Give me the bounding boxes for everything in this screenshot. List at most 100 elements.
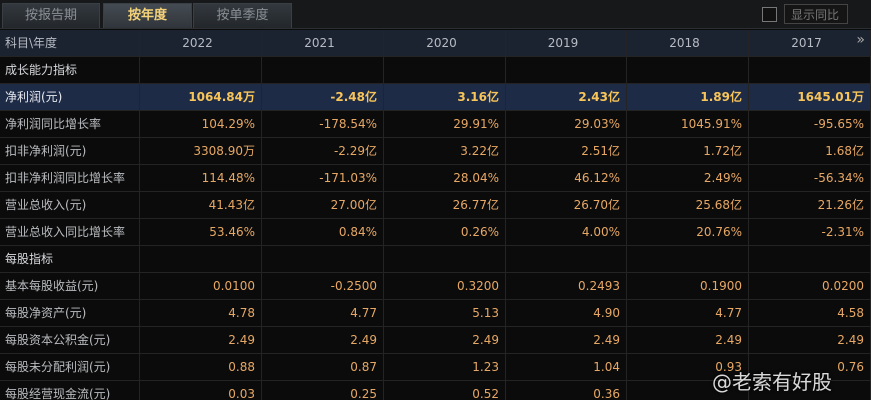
data-table: 科目\年度 2022 2021 2020 2019 2018 2017 成长能力指标 净利润(元… [0, 30, 871, 400]
row-label: 每股净资产(元) [0, 300, 140, 326]
column-header: 2017 [749, 30, 871, 56]
empty-cell [749, 246, 871, 272]
data-row: 每股经营现金流(元) 0.03 0.25 0.52 0.36 [0, 381, 871, 400]
value-cell: -2.48亿 [262, 84, 384, 110]
value-cell: -95.65% [749, 111, 871, 137]
row-label: 扣非净利润(元) [0, 138, 140, 164]
value-cell: 3.22亿 [384, 138, 506, 164]
value-cell: 0.0200 [749, 273, 871, 299]
section-row: 成长能力指标 [0, 57, 871, 84]
empty-cell [749, 57, 871, 83]
value-cell: 0.52 [384, 381, 506, 400]
value-cell: 26.70亿 [506, 192, 627, 218]
empty-cell [506, 246, 627, 272]
value-cell: 1.89亿 [627, 84, 749, 110]
value-cell: 1045.91% [627, 111, 749, 137]
section-row: 每股指标 [0, 246, 871, 273]
row-label: 营业总收入同比增长率 [0, 219, 140, 245]
value-cell: 4.58 [749, 300, 871, 326]
row-label: 基本每股收益(元) [0, 273, 140, 299]
value-cell: 4.77 [262, 300, 384, 326]
value-cell: -0.2500 [262, 273, 384, 299]
column-header: 科目\年度 [0, 30, 140, 56]
value-cell: 2.49 [749, 327, 871, 353]
value-cell: 1645.01万 [749, 84, 871, 110]
toggle-label[interactable]: 显示同比 [784, 4, 848, 24]
value-cell [627, 381, 749, 400]
value-cell: -2.31% [749, 219, 871, 245]
value-cell: -171.03% [262, 165, 384, 191]
column-header: 2020 [384, 30, 506, 56]
value-cell: 21.26亿 [749, 192, 871, 218]
empty-cell [627, 57, 749, 83]
empty-cell [262, 246, 384, 272]
value-cell: 1.72亿 [627, 138, 749, 164]
row-label: 净利润同比增长率 [0, 111, 140, 137]
value-cell: 0.26% [384, 219, 506, 245]
value-cell: 1064.84万 [140, 84, 262, 110]
value-cell: 29.91% [384, 111, 506, 137]
value-cell: 1.04 [506, 354, 627, 380]
empty-cell [140, 246, 262, 272]
value-cell: 2.49 [506, 327, 627, 353]
empty-cell [627, 246, 749, 272]
scroll-right-button[interactable]: » [856, 32, 865, 48]
checkbox[interactable] [762, 7, 777, 22]
value-cell: 3308.90万 [140, 138, 262, 164]
value-cell: 53.46% [140, 219, 262, 245]
data-row: 净利润(元) 1064.84万 -2.48亿 3.16亿 2.43亿 1.89亿 1645.… [0, 84, 871, 111]
value-cell: 0.84% [262, 219, 384, 245]
row-label: 每股经营现金流(元) [0, 381, 140, 400]
column-header: 2021 [262, 30, 384, 56]
value-cell: 2.49 [384, 327, 506, 353]
value-cell: 2.51亿 [506, 138, 627, 164]
value-cell: 5.13 [384, 300, 506, 326]
value-cell: 0.88 [140, 354, 262, 380]
section-title: 每股指标 [0, 246, 140, 272]
value-cell: 28.04% [384, 165, 506, 191]
value-cell: 2.43亿 [506, 84, 627, 110]
value-cell: 2.49 [627, 327, 749, 353]
empty-cell [384, 246, 506, 272]
row-label: 扣非净利润同比增长率 [0, 165, 140, 191]
empty-cell [262, 57, 384, 83]
value-cell: 20.76% [627, 219, 749, 245]
tab[interactable]: 按单季度 [193, 3, 292, 28]
value-cell: 114.48% [140, 165, 262, 191]
data-row: 每股净资产(元) 4.78 4.77 5.13 4.90 4.77 4.58 [0, 300, 871, 327]
value-cell: 0.0100 [140, 273, 262, 299]
row-label: 每股未分配利润(元) [0, 354, 140, 380]
value-cell: -2.29亿 [262, 138, 384, 164]
section-title: 成长能力指标 [0, 57, 140, 83]
value-cell: 104.29% [140, 111, 262, 137]
row-label: 净利润(元) [0, 84, 140, 110]
value-cell: 46.12% [506, 165, 627, 191]
value-cell: 0.2493 [506, 273, 627, 299]
value-cell: 0.87 [262, 354, 384, 380]
value-cell: 0.1900 [627, 273, 749, 299]
data-row: 基本每股收益(元) 0.0100 -0.2500 0.3200 0.2493 0.1900… [0, 273, 871, 300]
value-cell: 4.78 [140, 300, 262, 326]
watermark: @老索有好股 [712, 370, 832, 394]
empty-cell [506, 57, 627, 83]
value-cell: 4.90 [506, 300, 627, 326]
tab-bar: 按报告期 按年度 按单季度 显示同比 [0, 0, 871, 29]
data-row: 净利润同比增长率 104.29% -178.54% 29.91% 29.03% 1045.… [0, 111, 871, 138]
header-row: 科目\年度 2022 2021 2020 2019 2018 2017 [0, 30, 871, 57]
empty-cell [384, 57, 506, 83]
data-row: 营业总收入同比增长率 53.46% 0.84% 0.26% 4.00% 20.76% -2.… [0, 219, 871, 246]
value-cell: 1.68亿 [749, 138, 871, 164]
value-cell: 0.36 [506, 381, 627, 400]
value-cell: 0.3200 [384, 273, 506, 299]
value-cell: 27.00亿 [262, 192, 384, 218]
column-header: 2022 [140, 30, 262, 56]
tab[interactable]: 按年度 [103, 3, 192, 28]
data-row: 扣非净利润同比增长率 114.48% -171.03% 28.04% 46.12% 2.4… [0, 165, 871, 192]
value-cell: 2.49% [627, 165, 749, 191]
tab[interactable]: 按报告期 [2, 3, 100, 28]
data-row: 扣非净利润(元) 3308.90万 -2.29亿 3.22亿 2.51亿 1.72亿 1.6… [0, 138, 871, 165]
value-cell: 26.77亿 [384, 192, 506, 218]
value-cell: 4.77 [627, 300, 749, 326]
value-cell: 4.00% [506, 219, 627, 245]
